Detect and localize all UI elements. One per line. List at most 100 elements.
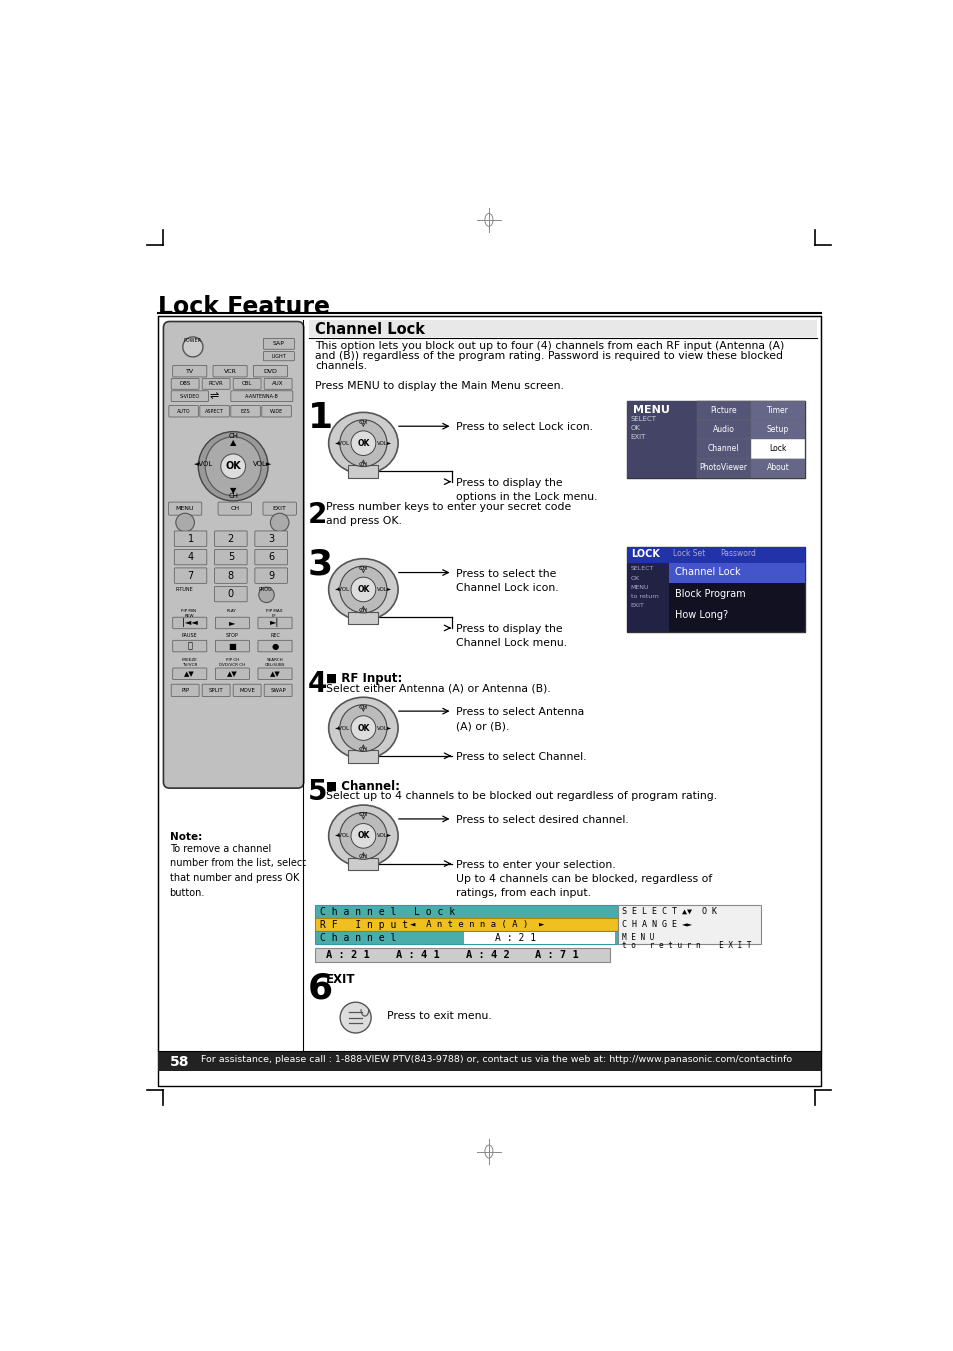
Text: EXIT: EXIT [630,434,645,440]
Text: Select up to 4 channels to be blocked out regardless of program rating.: Select up to 4 channels to be blocked ou… [326,792,717,801]
FancyBboxPatch shape [348,750,377,762]
FancyBboxPatch shape [202,684,230,697]
FancyBboxPatch shape [750,439,804,458]
Text: ◄VOL: ◄VOL [335,834,350,839]
Text: R-TUNE: R-TUNE [174,588,193,592]
Text: and (B)) regardless of the program rating. Password is required to view these bl: and (B)) regardless of the program ratin… [315,351,782,361]
Circle shape [198,431,268,501]
Circle shape [220,454,245,478]
Text: PhotoViewer: PhotoViewer [699,463,747,473]
Text: LIGHT: LIGHT [272,354,286,358]
Text: CH: CH [228,434,238,439]
FancyBboxPatch shape [214,550,247,565]
Text: ◄VOL: ◄VOL [335,586,350,592]
Ellipse shape [339,566,387,613]
Text: SAP: SAP [273,342,285,346]
Text: REC: REC [270,634,279,639]
Text: 0: 0 [228,589,233,598]
Text: STOP: STOP [226,634,238,639]
Text: SWAP: SWAP [270,688,286,693]
Text: 7: 7 [187,570,193,581]
Text: ■: ■ [228,642,236,651]
Text: AUX: AUX [273,381,284,386]
Text: Press to select desired channel.: Press to select desired channel. [456,815,628,825]
Text: Press to display the
Channel Lock menu.: Press to display the Channel Lock menu. [456,624,566,648]
FancyBboxPatch shape [169,405,198,417]
Text: C H A N G E ◄►: C H A N G E ◄► [621,920,692,928]
Text: CH: CH [358,462,368,466]
Text: PIP: PIP [181,688,189,693]
Text: channels.: channels. [315,361,367,370]
FancyBboxPatch shape [202,378,230,389]
Text: VOL►: VOL► [253,461,272,467]
Text: WIDE: WIDE [270,409,283,413]
Text: 3: 3 [268,534,274,543]
Text: DBS: DBS [179,381,191,386]
FancyBboxPatch shape [254,531,287,546]
Text: FREEZE: FREEZE [182,658,197,662]
FancyBboxPatch shape [214,531,247,546]
FancyBboxPatch shape [174,567,207,584]
FancyBboxPatch shape [254,567,287,584]
Text: OK: OK [356,439,369,447]
Text: 8: 8 [228,570,233,581]
Text: Press to select Channel.: Press to select Channel. [456,753,585,762]
Text: Password: Password [720,550,755,558]
Text: RCVR: RCVR [209,381,223,386]
FancyBboxPatch shape [263,503,296,515]
FancyBboxPatch shape [215,617,249,628]
Text: About: About [766,463,788,473]
Text: How Long?: How Long? [674,611,727,620]
Text: VOL►: VOL► [376,834,392,839]
FancyBboxPatch shape [626,401,696,478]
Text: Press MENU to display the Main Menu screen.: Press MENU to display the Main Menu scre… [315,381,563,390]
Text: MENU: MENU [630,585,649,590]
Text: CH: CH [230,507,239,511]
Text: CH: CH [358,566,368,571]
FancyBboxPatch shape [315,905,617,919]
FancyBboxPatch shape [696,439,750,458]
Text: Press to exit menu.: Press to exit menu. [386,1012,491,1021]
FancyBboxPatch shape [696,458,750,478]
Text: EXIT: EXIT [273,507,286,511]
Text: ⏸: ⏸ [187,642,193,651]
Text: Picture: Picture [710,405,737,415]
FancyBboxPatch shape [253,365,287,377]
FancyBboxPatch shape [696,420,750,439]
FancyBboxPatch shape [174,550,207,565]
FancyBboxPatch shape [171,390,208,401]
Text: 2: 2 [228,534,233,543]
Text: ►: ► [229,619,235,627]
Text: DVD/VCR CH: DVD/VCR CH [219,663,245,667]
Text: SEARCH: SEARCH [267,658,283,662]
Text: ►|: ►| [270,619,279,627]
FancyBboxPatch shape [214,586,247,601]
Text: Lock Feature: Lock Feature [158,295,330,319]
Text: 6: 6 [307,971,333,1005]
FancyBboxPatch shape [669,562,804,582]
Text: TV/VCR: TV/VCR [182,663,197,667]
FancyBboxPatch shape [669,584,804,604]
FancyBboxPatch shape [257,667,292,680]
FancyBboxPatch shape [172,365,207,377]
Text: ASPECT: ASPECT [205,409,224,413]
FancyBboxPatch shape [257,617,292,628]
FancyBboxPatch shape [213,365,247,377]
Text: Note:: Note: [170,832,202,842]
Ellipse shape [339,812,387,859]
FancyBboxPatch shape [264,684,292,697]
FancyBboxPatch shape [315,948,609,962]
Text: A : 7 1: A : 7 1 [535,950,578,959]
FancyBboxPatch shape [315,919,617,931]
Circle shape [351,824,375,848]
Text: VCR: VCR [223,369,236,374]
Text: CBL/SUBS: CBL/SUBS [265,663,285,667]
FancyBboxPatch shape [750,420,804,439]
Text: 1: 1 [307,401,333,435]
FancyBboxPatch shape [233,378,261,389]
Text: 2: 2 [307,501,327,530]
FancyBboxPatch shape [214,567,247,584]
FancyBboxPatch shape [696,401,750,420]
FancyBboxPatch shape [199,405,229,417]
FancyBboxPatch shape [264,378,292,389]
